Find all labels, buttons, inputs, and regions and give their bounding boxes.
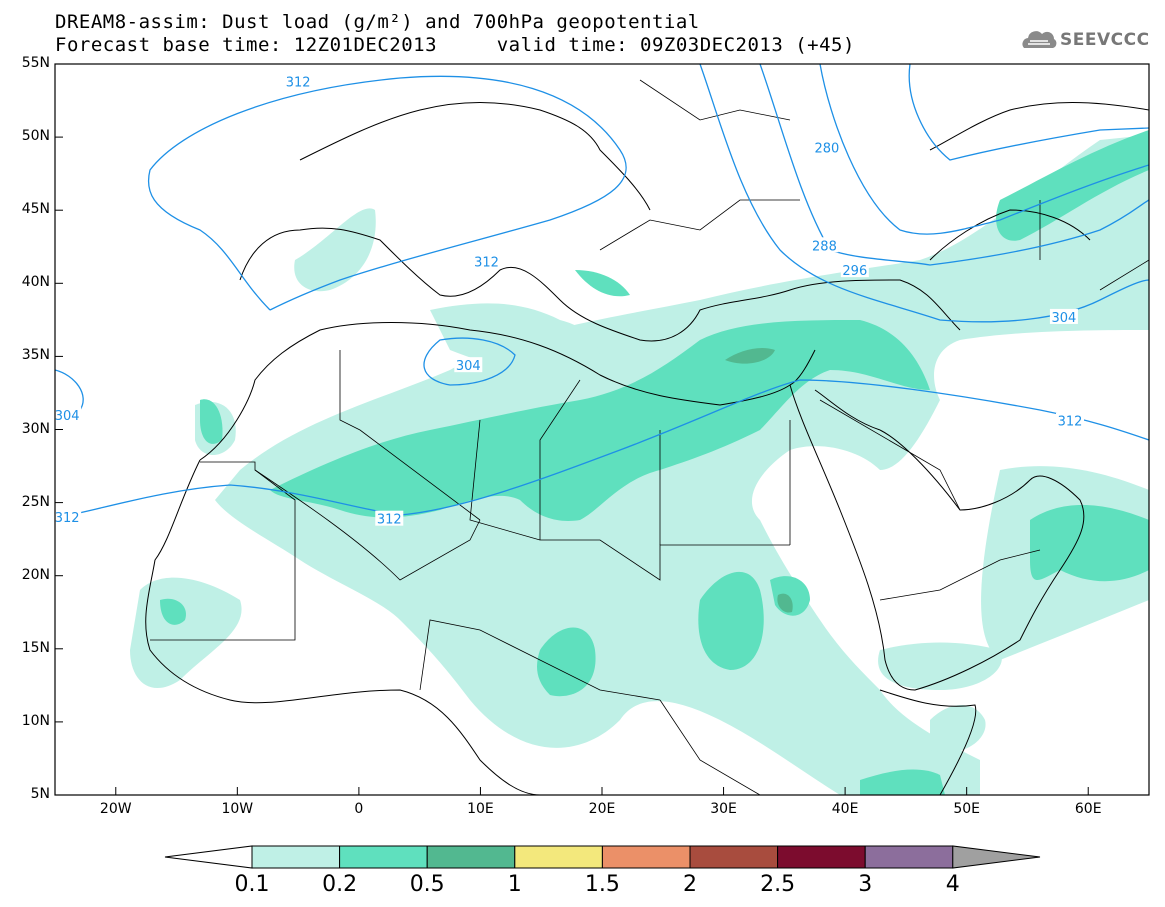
- longitude-label: 20W: [99, 801, 132, 817]
- longitude-label: 30E: [710, 801, 737, 817]
- axis-ticks: [55, 63, 1089, 796]
- colorbar-level-label: 0.5: [409, 872, 445, 897]
- dust-level-0.5: [725, 348, 793, 613]
- colorbar-under-triangle: [164, 845, 253, 869]
- colorbar-level-label: 2.5: [760, 872, 796, 897]
- longitude-label: 60E: [1074, 801, 1102, 817]
- longitude-label: 0: [354, 801, 364, 817]
- colorbar-swatch: [601, 845, 691, 869]
- longitude-label: 40E: [831, 801, 859, 817]
- colorbar-swatch: [864, 845, 954, 869]
- colorbar-swatch: [339, 845, 428, 869]
- colorbar-level-label: 1: [507, 872, 522, 897]
- latitude-label: 20N: [21, 566, 50, 583]
- colorbar-swatch: [251, 845, 341, 869]
- contour-label: 296: [842, 264, 867, 279]
- colorbar-level-label: 0.2: [322, 872, 358, 897]
- contour-label: 312: [1058, 415, 1083, 430]
- colorbar-swatch: [426, 845, 516, 869]
- dust-level-0.2: [160, 130, 1149, 795]
- contour-label-bg: [375, 510, 404, 526]
- latitude-label: 40N: [21, 274, 50, 291]
- contour-label: 312: [55, 511, 80, 526]
- seevccc-cloud-logo-icon: [1022, 31, 1057, 48]
- latitude-label: 5N: [30, 786, 50, 802]
- contour-labels: 312 312 304 304 312 312 280 288 296 304 312: [53, 73, 1084, 528]
- latitude-label: 50N: [21, 128, 50, 145]
- contour-label-bg: [840, 262, 869, 278]
- contour-label: 304: [55, 409, 80, 424]
- contour-label-bg: [454, 357, 483, 373]
- longitude-label: 50E: [953, 801, 980, 817]
- colorbar-swatch: [689, 845, 779, 869]
- colorbar-level-label: 1.5: [584, 872, 620, 897]
- colorbar-swatch: [514, 845, 603, 869]
- contour-label-bg: [812, 139, 841, 155]
- colorbar-over-triangle: [952, 845, 1041, 869]
- contour-label: 304: [456, 359, 481, 374]
- longitude-label: 10W: [221, 801, 254, 817]
- longitude-label: 10E: [467, 801, 494, 817]
- coastlines: [145, 102, 1149, 795]
- contour-label: 312: [286, 76, 311, 91]
- contour-label: 288: [812, 239, 837, 254]
- colorbar-swatch: [777, 845, 866, 869]
- dust-fields: [130, 130, 1149, 795]
- longitude-label: 20E: [588, 801, 616, 817]
- latitude-label: 15N: [21, 639, 50, 656]
- contour-label-bg: [472, 253, 501, 269]
- colorbar-level-label: 2: [683, 872, 697, 897]
- contour-label: 312: [474, 255, 499, 270]
- latitude-label: 45N: [21, 201, 50, 218]
- colorbar-level-label: 0.1: [234, 872, 270, 897]
- country-borders: [150, 79, 1149, 795]
- contour-label: 304: [1051, 311, 1076, 326]
- contour-label-bg: [1049, 308, 1078, 324]
- contour-label-bg: [53, 406, 82, 422]
- contour-label-bg: [810, 237, 839, 253]
- seevccc-logo-text: SEEVCCC: [1060, 30, 1150, 50]
- colorbar-level-label: 3: [858, 872, 873, 897]
- latitude-label: 35N: [21, 347, 50, 364]
- contour-label-bg: [53, 509, 82, 525]
- latitude-label: 25N: [21, 493, 50, 510]
- map-title-line1: DREAM8-assim: Dust load (g/m²) and 700hP…: [55, 11, 700, 33]
- map-title-line2: Forecast base time: 12Z01DEC2013 valid t…: [55, 34, 855, 56]
- colorbar: [164, 845, 1041, 869]
- contour-label: 280: [814, 141, 839, 156]
- contour-label-bg: [284, 73, 313, 89]
- contour-label-bg: [1055, 412, 1084, 428]
- latitude-label: 10N: [21, 712, 50, 729]
- colorbar-level-label: 4: [945, 872, 960, 897]
- contour-label: 312: [377, 513, 402, 528]
- latitude-label: 30N: [21, 420, 50, 437]
- latitude-label: 55N: [21, 55, 50, 71]
